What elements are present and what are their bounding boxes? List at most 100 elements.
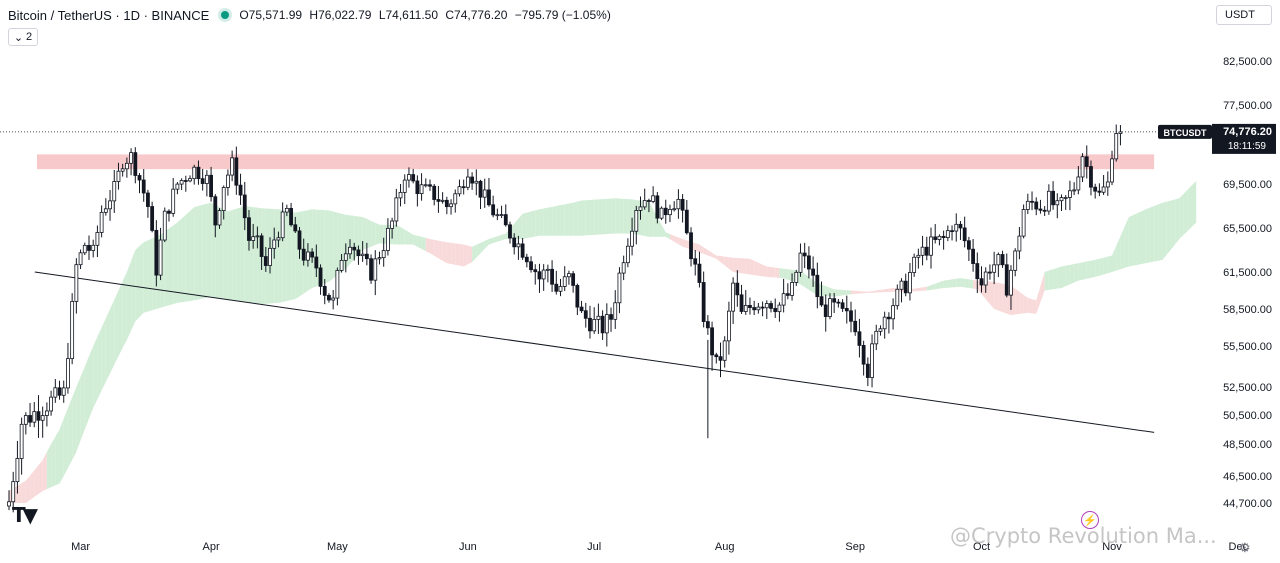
ichimoku-cloud-segment <box>472 244 477 263</box>
ichimoku-cloud-segment <box>749 258 755 276</box>
ichimoku-cloud-segment <box>800 270 805 288</box>
candle-up <box>1059 197 1064 202</box>
candle-down <box>1004 264 1009 296</box>
ichimoku-cloud-segment <box>606 198 612 235</box>
candle-up <box>495 214 500 217</box>
candle-up <box>1068 190 1072 198</box>
candle-down <box>988 271 992 274</box>
ichimoku-cloud-segment <box>712 252 717 259</box>
candle-down <box>769 303 773 309</box>
ichimoku-cloud-segment <box>1145 207 1150 264</box>
ichimoku-cloud-segment <box>939 280 944 289</box>
ichimoku-cloud-segment <box>859 291 864 294</box>
ichimoku-cloud-segment <box>973 280 978 290</box>
ichimoku-cloud-segment <box>543 207 548 236</box>
ichimoku-cloud-segment <box>783 268 788 280</box>
candle-up <box>1017 235 1022 252</box>
candle-down <box>314 256 319 269</box>
x-axis-tick-label: Oct <box>973 541 990 553</box>
ichimoku-cloud-segment <box>1128 215 1134 267</box>
ichimoku-cloud-segment <box>181 214 186 303</box>
candle-up <box>23 415 28 425</box>
candle-up <box>377 257 382 260</box>
lightning-icon[interactable]: ⚡ <box>1081 511 1099 529</box>
ichimoku-cloud-segment <box>42 452 47 491</box>
ticker-tag-box <box>1158 124 1212 139</box>
candle-up <box>15 458 20 483</box>
ichimoku-cloud-segment <box>741 258 746 274</box>
resistance-zone <box>37 154 1155 170</box>
ichimoku-cloud-segment <box>943 280 948 289</box>
candle-up <box>899 280 904 290</box>
ichimoku-cloud-segment <box>682 239 687 249</box>
candle-up <box>659 207 664 219</box>
indicator-collapse-button[interactable]: ⌄ 2 <box>8 28 38 46</box>
ichimoku-cloud-segment <box>46 444 52 490</box>
candle-up <box>171 188 176 214</box>
candle-down <box>259 235 264 257</box>
ichimoku-cloud-segment <box>105 309 111 382</box>
ichimoku-cloud-segment <box>564 203 569 236</box>
ichimoku-cloud-segment <box>320 209 325 285</box>
ichimoku-cloud-segment <box>147 238 153 312</box>
ichimoku-cloud-segment <box>522 212 527 239</box>
ichimoku-cloud-segment <box>118 281 123 357</box>
candle-up <box>1114 133 1119 160</box>
candle-up <box>348 246 352 255</box>
x-axis-tick-label: Jul <box>587 541 601 553</box>
ichimoku-cloud-segment <box>185 210 191 302</box>
candle-up <box>217 210 222 226</box>
ichimoku-cloud-segment <box>312 209 317 289</box>
candle-down <box>819 296 824 306</box>
candle-up <box>499 214 504 216</box>
candle-up <box>474 180 479 184</box>
candle-up <box>895 288 900 307</box>
candle-up <box>630 230 634 247</box>
ichimoku-cloud-segment <box>194 206 199 301</box>
ichimoku-cloud-segment <box>602 198 607 235</box>
candle-up <box>49 396 53 412</box>
candle-down <box>289 207 293 226</box>
ichimoku-cloud-segment <box>67 397 73 468</box>
candle-down <box>609 314 613 320</box>
ichimoku-cloud-segment <box>442 241 447 264</box>
ichimoku-cloud-segment <box>101 318 106 391</box>
ichimoku-cloud-segment <box>51 436 56 488</box>
ichimoku-cloud-segment <box>223 209 228 301</box>
currency-label: USDT <box>1225 9 1255 21</box>
candle-up <box>567 273 571 278</box>
candle-up <box>91 244 96 251</box>
candle-down <box>760 306 765 309</box>
symbol-title[interactable]: Bitcoin / TetherUS · 1D · BINANCE <box>8 7 210 23</box>
candle-down <box>933 236 938 240</box>
ichimoku-cloud-segment <box>1078 262 1083 281</box>
ichimoku-cloud-segment <box>573 201 578 236</box>
candle-up <box>781 293 786 306</box>
candle-up <box>908 272 912 294</box>
candle-up <box>331 297 336 301</box>
gear-icon[interactable]: ⚙ <box>1239 540 1251 555</box>
candle-down <box>428 184 432 187</box>
ichimoku-cloud-segment <box>110 299 115 374</box>
ichimoku-cloud-segment <box>333 211 338 279</box>
candle-down <box>444 199 449 208</box>
candle-up <box>306 251 310 261</box>
candle-down <box>962 227 967 242</box>
candle-down <box>785 293 790 296</box>
currency-selector[interactable]: USDT <box>1216 5 1272 25</box>
candle-down <box>832 298 837 303</box>
high-key: H <box>309 8 319 22</box>
candle-up <box>457 186 462 195</box>
ichimoku-cloud-segment <box>872 290 877 293</box>
candle-up <box>66 358 70 389</box>
candle-down <box>470 176 475 184</box>
ichimoku-cloud-segment <box>1107 255 1113 274</box>
ichimoku-cloud-segment <box>981 280 986 300</box>
ichimoku-cloud-segment <box>1065 264 1070 287</box>
candle-down <box>849 310 853 322</box>
candle-up <box>221 187 226 211</box>
candle-down <box>524 256 529 263</box>
ichimoku-cloud-segment <box>665 232 670 240</box>
